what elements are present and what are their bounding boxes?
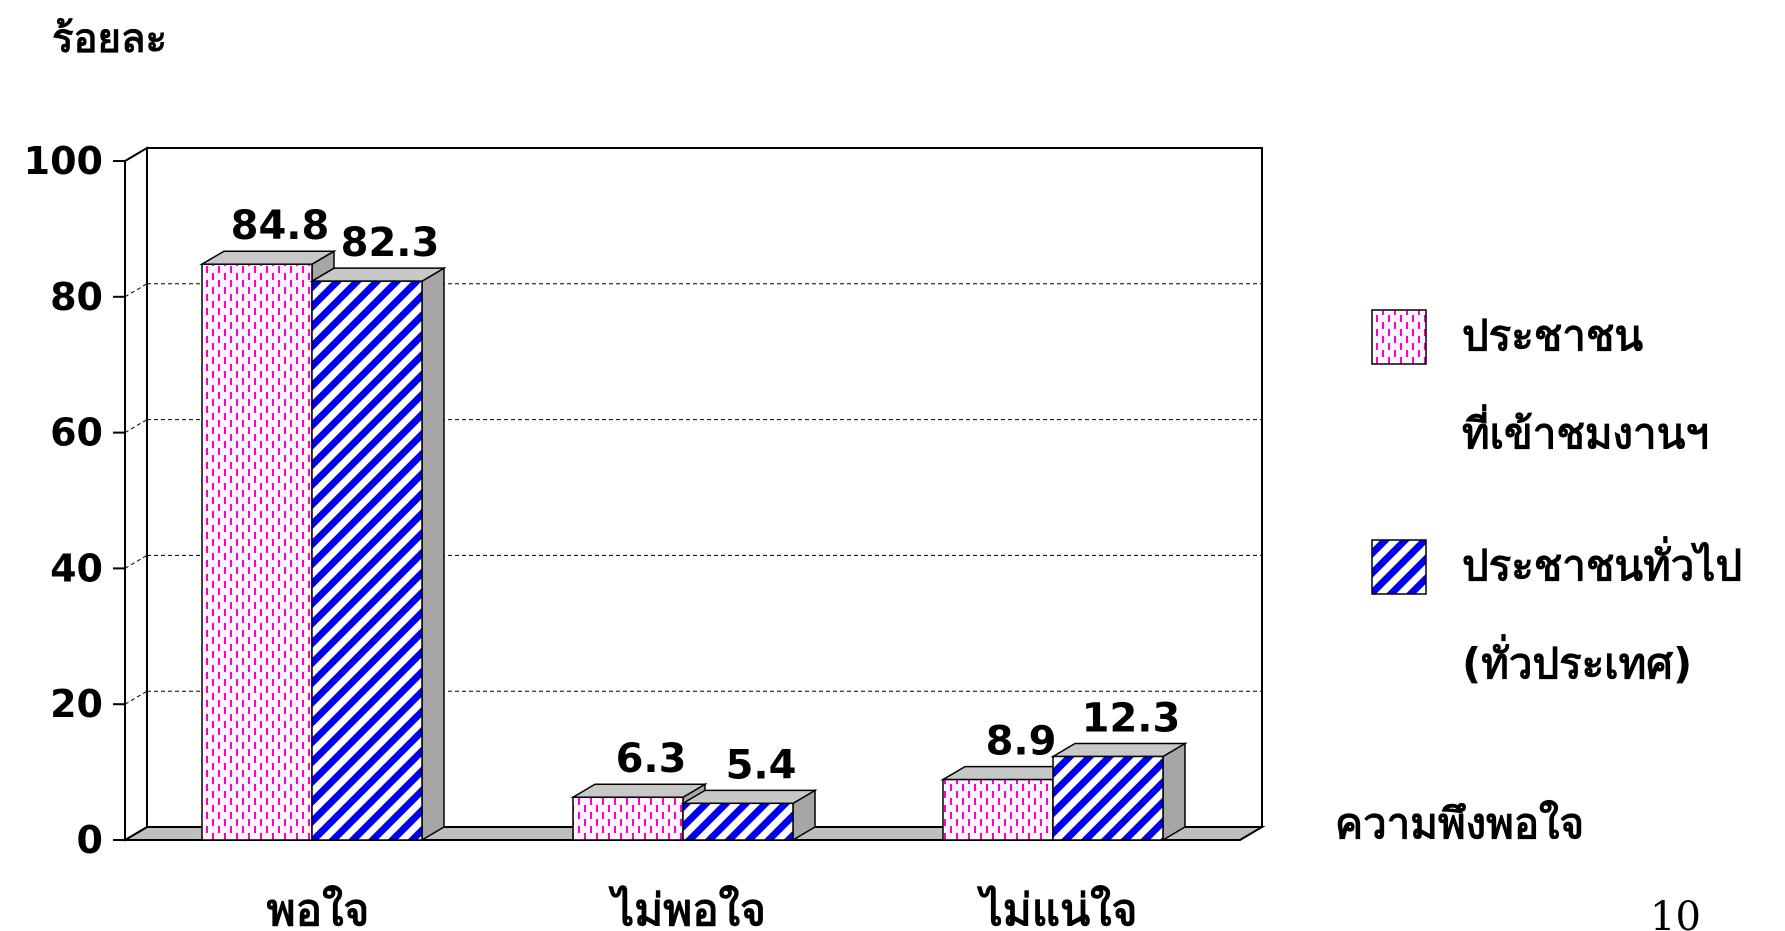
- data-label: 5.4: [726, 742, 797, 788]
- legend-label: (ทั่วประเทศ): [1462, 634, 1692, 688]
- gridline-side: [124, 690, 148, 705]
- bar: [311, 280, 423, 841]
- gridline-side: [124, 419, 148, 434]
- x-axis-title: ความพึงพอใจ: [1335, 799, 1584, 848]
- data-label: 84.8: [231, 203, 330, 249]
- bar: [682, 802, 794, 841]
- legend-label: ที่เข้าชมงานฯ: [1462, 404, 1709, 458]
- bar: [1052, 755, 1164, 841]
- bar-top: [309, 267, 447, 282]
- bar: [572, 796, 684, 841]
- y-axis-title: ร้อยละ: [52, 16, 167, 62]
- chart-side-wall: [124, 146, 148, 842]
- legend-swatch: [1371, 309, 1427, 365]
- page-number: 10: [1650, 894, 1701, 931]
- gridline-side: [124, 554, 148, 569]
- data-label: 8.9: [986, 719, 1057, 765]
- y-tick-label: 0: [77, 818, 103, 862]
- plot-area: 0 20 40 60 80 100 84.8 82.3 พอใจ 6.3 5.4 ไม่พอใจ 8.9…: [24, 139, 1266, 931]
- data-label: 12.3: [1082, 695, 1181, 741]
- bar-side: [421, 266, 445, 842]
- y-tick-label: 80: [50, 275, 103, 319]
- y-tick-label: 40: [50, 546, 103, 590]
- data-label: 82.3: [341, 220, 440, 266]
- bar-top: [1050, 742, 1188, 758]
- legend-swatch: [1371, 539, 1427, 595]
- gridline-side: [124, 283, 148, 298]
- data-label: 6.3: [616, 736, 687, 782]
- bar: [201, 263, 313, 841]
- legend-label: ประชาชน: [1462, 311, 1643, 360]
- bar-top: [680, 789, 818, 805]
- y-tick-label: 60: [50, 411, 103, 455]
- bar-top: [570, 783, 708, 798]
- bar-side: [1162, 742, 1186, 842]
- y-tick-label: 100: [24, 139, 103, 183]
- x-tick-label: ไม่แน่ใจ: [977, 884, 1138, 931]
- bar-top: [199, 250, 337, 265]
- y-tick-label: 20: [50, 682, 103, 726]
- legend-label: ประชาชนทั่วไป: [1462, 536, 1742, 590]
- x-tick-label: พอใจ: [267, 884, 370, 931]
- bar: [942, 778, 1054, 841]
- x-tick-label: ไม่พอใจ: [608, 884, 766, 931]
